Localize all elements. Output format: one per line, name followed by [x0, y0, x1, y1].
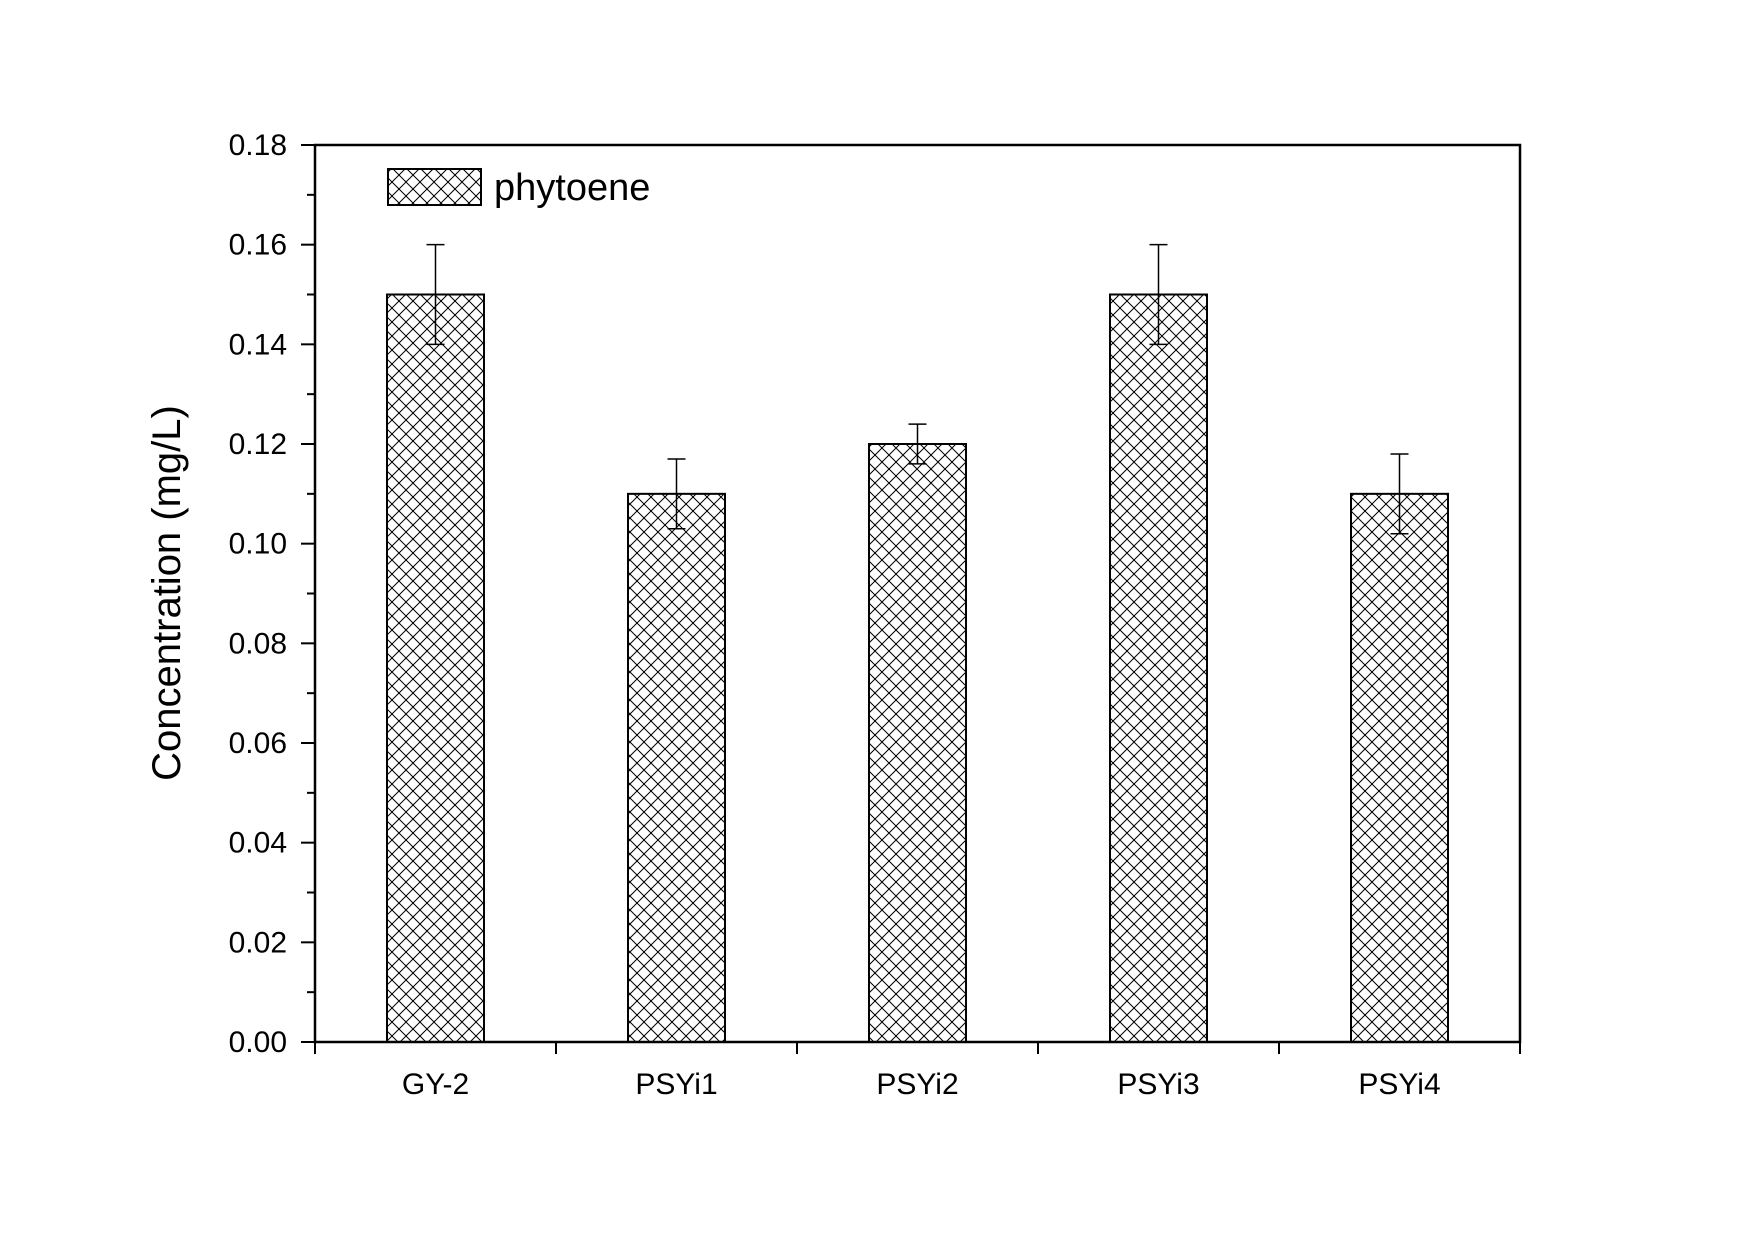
y-axis-title: Concentration (mg/L) [145, 405, 189, 781]
y-tick-label: 0.08 [229, 627, 287, 660]
y-tick-label: 0.06 [229, 727, 287, 760]
y-tick-label: 0.12 [229, 428, 287, 461]
error-bar-psyi1 [667, 458, 686, 530]
y-tick-label: 0.10 [229, 528, 287, 561]
x-tick-label: PSYi4 [1358, 1068, 1440, 1101]
x-tick-label: PSYi1 [635, 1068, 717, 1101]
legend: phytoene [387, 167, 650, 209]
bar-psyi2 [868, 443, 967, 1043]
y-tick-label: 0.18 [229, 129, 287, 162]
y-tick-label: 0.00 [229, 1026, 287, 1059]
bar-psyi3 [1109, 293, 1208, 1043]
x-tick-label: PSYi2 [876, 1068, 958, 1101]
x-axis: GY-2 PSYi1 PSYi2 PSYi3 PSYi4 [314, 1042, 1521, 1101]
y-tick-label: 0.04 [229, 827, 287, 860]
y-axis: 0.00 0.02 0.04 0.06 0.08 0.10 0.12 0.14 0.16 0.18 [229, 129, 315, 1059]
y-tick-label: 0.14 [229, 328, 287, 361]
x-tick-label: GY-2 [402, 1068, 469, 1101]
bars [386, 293, 1449, 1044]
error-bars [426, 243, 1409, 535]
y-tick-label: 0.16 [229, 229, 287, 262]
error-bar-psyi4 [1390, 453, 1409, 535]
x-tick-label: PSYi3 [1117, 1068, 1199, 1101]
error-bar-psyi3 [1149, 243, 1168, 346]
legend-swatch [387, 168, 482, 206]
bar-psyi1 [627, 492, 726, 1044]
y-tick-label: 0.02 [229, 926, 287, 959]
legend-label: phytoene [494, 167, 650, 209]
bar-gy-2 [386, 293, 485, 1043]
error-bar-psyi2 [908, 423, 927, 465]
error-bar-gy-2 [426, 243, 445, 346]
bar-psyi4 [1350, 492, 1449, 1044]
